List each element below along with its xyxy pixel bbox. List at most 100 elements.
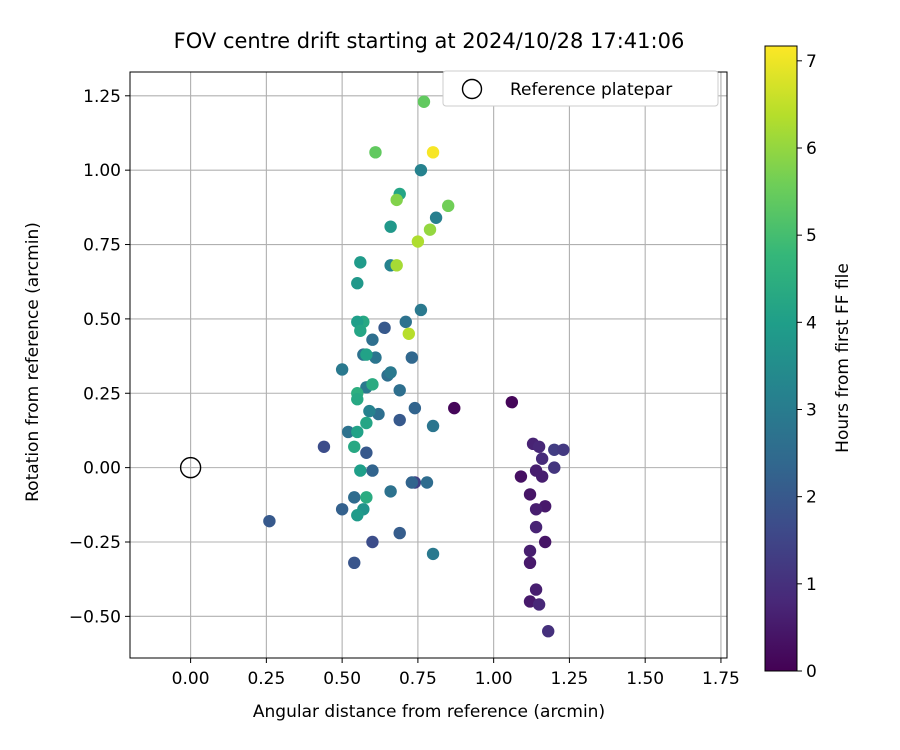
- data-point: [384, 366, 397, 379]
- colorbar-tick-label: 2: [806, 488, 817, 508]
- data-point: [426, 547, 440, 561]
- data-point: [532, 598, 546, 611]
- data-point: [263, 514, 276, 528]
- colorbar: 0 1 2 3 4 5 6 7 Hours from first FF file: [764, 45, 853, 682]
- x-tick-label: 0.75: [399, 669, 437, 689]
- data-point: [532, 440, 546, 454]
- y-tick-label: 0.75: [83, 236, 121, 256]
- data-point: [402, 327, 416, 340]
- data-point: [411, 235, 425, 248]
- x-tick-label: 0.50: [323, 669, 361, 689]
- data-point: [366, 378, 379, 391]
- data-point: [393, 526, 406, 540]
- data-point: [399, 315, 412, 329]
- data-point: [335, 503, 349, 516]
- y-tick-label: 0.25: [83, 384, 121, 404]
- colorbar-gradient: [764, 45, 798, 672]
- chart-title: FOV centre drift starting at 2024/10/28 …: [174, 29, 685, 53]
- y-tick-label: 0.50: [83, 310, 121, 330]
- plot-frame: [129, 71, 728, 659]
- x-tick-label: 0.25: [247, 669, 285, 689]
- colorbar-tick-label: 5: [806, 226, 817, 246]
- data-point: [354, 324, 367, 337]
- data-point: [529, 503, 543, 516]
- data-point: [366, 333, 379, 346]
- colorbar-ticks: 0 1 2 3 4 5 6 7: [797, 52, 817, 682]
- data-point: [523, 544, 537, 558]
- y-axis-label: Rotation from reference (arcmin): [23, 222, 43, 502]
- data-point: [351, 509, 364, 522]
- colorbar-tick-label: 6: [806, 139, 817, 159]
- x-tick-label: 0.00: [172, 669, 210, 689]
- colorbar-tick-label: 0: [806, 662, 817, 682]
- data-point: [369, 146, 382, 159]
- reference-platepar-marker: [179, 456, 202, 479]
- data-point: [390, 259, 403, 272]
- data-point: [529, 520, 543, 534]
- data-point: [348, 440, 361, 454]
- data-point: [514, 470, 528, 483]
- y-tick-label: 0.00: [83, 459, 121, 479]
- data-point: [448, 401, 461, 415]
- data-point: [505, 395, 519, 409]
- y-tick-label: 1.00: [83, 161, 121, 181]
- data-point: [351, 276, 364, 290]
- data-point: [366, 535, 379, 549]
- data-point: [414, 163, 428, 177]
- x-tick-label: 1.75: [702, 669, 740, 689]
- y-tick-label: 1.25: [83, 87, 121, 107]
- axis-ticks: 0.00 0.25 0.50 0.75 1.00 1.25 1.50 1.75 −0.50 −0.…: [69, 87, 740, 689]
- data-point: [414, 303, 428, 317]
- x-tick-label: 1.25: [550, 669, 588, 689]
- data-point: [354, 256, 367, 269]
- x-axis-label: Angular distance from reference (arcmin): [253, 702, 605, 722]
- data-point: [405, 476, 419, 489]
- data-point: [426, 419, 440, 433]
- data-point: [535, 452, 549, 465]
- data-point: [360, 416, 373, 430]
- data-point: [548, 443, 561, 456]
- colorbar-tick-label: 7: [806, 52, 817, 72]
- data-point: [423, 223, 437, 236]
- data-point: [390, 193, 403, 207]
- data-point: [354, 464, 367, 477]
- colorbar-tick-label: 1: [806, 575, 817, 595]
- data-point: [363, 404, 376, 418]
- data-point: [523, 488, 537, 501]
- data-point: [429, 211, 443, 224]
- x-tick-label: 1.50: [626, 669, 664, 689]
- data-point: [348, 556, 361, 570]
- legend-box: [442, 70, 719, 107]
- y-tick-label: −0.25: [69, 533, 121, 553]
- data-point: [360, 348, 373, 361]
- data-point: [426, 146, 440, 159]
- data-point: [335, 363, 349, 376]
- data-point: [341, 425, 355, 439]
- data-point: [542, 625, 555, 638]
- data-point: [538, 535, 552, 549]
- data-point: [405, 351, 419, 364]
- data-point: [384, 220, 397, 233]
- data-point: [417, 95, 431, 108]
- data-point: [351, 393, 364, 406]
- data-point: [366, 464, 379, 477]
- data-point: [384, 485, 397, 498]
- legend: Reference platepar: [442, 70, 719, 107]
- data-point: [348, 491, 361, 504]
- data-point: [420, 476, 434, 489]
- data-point: [360, 446, 373, 459]
- colorbar-label: Hours from first FF file: [833, 263, 853, 453]
- y-tick-label: −0.50: [69, 607, 121, 627]
- data-point: [393, 413, 406, 427]
- data-point: [360, 491, 373, 504]
- legend-label: Reference platepar: [510, 80, 672, 100]
- data-point: [378, 321, 391, 335]
- data-point: [351, 425, 364, 439]
- data-point: [523, 556, 537, 570]
- data-point: [529, 583, 543, 596]
- grid: [130, 72, 727, 658]
- colorbar-tick-label: 3: [806, 400, 817, 420]
- legend-reference-marker-icon: [461, 78, 483, 100]
- data-point: [408, 401, 422, 415]
- data-point: [441, 199, 455, 213]
